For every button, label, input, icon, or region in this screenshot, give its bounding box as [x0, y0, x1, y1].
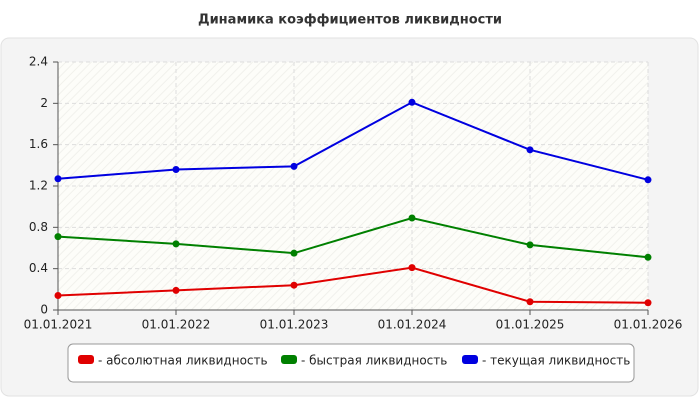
x-tick-label: 01.01.2024	[378, 318, 447, 332]
point	[526, 146, 534, 154]
point	[526, 298, 534, 306]
y-tick-label: 2	[40, 96, 48, 110]
point	[290, 281, 298, 289]
x-tick-label: 01.01.2022	[142, 318, 211, 332]
series-line	[57, 217, 649, 259]
point	[408, 98, 416, 106]
series-line	[57, 266, 649, 304]
point	[172, 240, 180, 248]
y-tick-label: 0.4	[29, 261, 48, 275]
point	[408, 214, 416, 222]
point	[172, 286, 180, 294]
legend-swatch	[462, 355, 478, 364]
point	[54, 292, 62, 300]
y-tick-label: 1.2	[29, 179, 48, 193]
legend-label: - текущая ликвидность	[482, 354, 630, 368]
x-tick-label: 01.01.2026	[614, 318, 683, 332]
point	[526, 241, 534, 249]
legend-swatch	[78, 355, 94, 364]
y-tick-label: 0.8	[29, 220, 48, 234]
y-tick-label: 1.6	[29, 137, 48, 151]
point	[290, 249, 298, 257]
y-tick-label: 2.4	[29, 55, 48, 69]
x-tick-label: 01.01.2025	[496, 318, 565, 332]
point	[54, 233, 62, 241]
point	[408, 264, 416, 272]
legend-label: - абсолютная ликвидность	[98, 354, 268, 368]
point	[644, 299, 652, 307]
x-tick-label: 01.01.2023	[260, 318, 329, 332]
y-tick-label: 0	[40, 303, 48, 317]
chart-title: Динамика коэффициентов ликвидности	[198, 13, 502, 28]
point	[54, 175, 62, 183]
series-line	[57, 101, 649, 181]
legend-box	[67, 343, 635, 383]
legend-label: - быстрая ликвидность	[301, 354, 447, 368]
point	[172, 165, 180, 173]
point	[644, 253, 652, 261]
legend-swatch	[281, 355, 297, 364]
point	[290, 162, 298, 170]
point	[644, 176, 652, 184]
x-tick-label: 01.01.2021	[24, 318, 93, 332]
